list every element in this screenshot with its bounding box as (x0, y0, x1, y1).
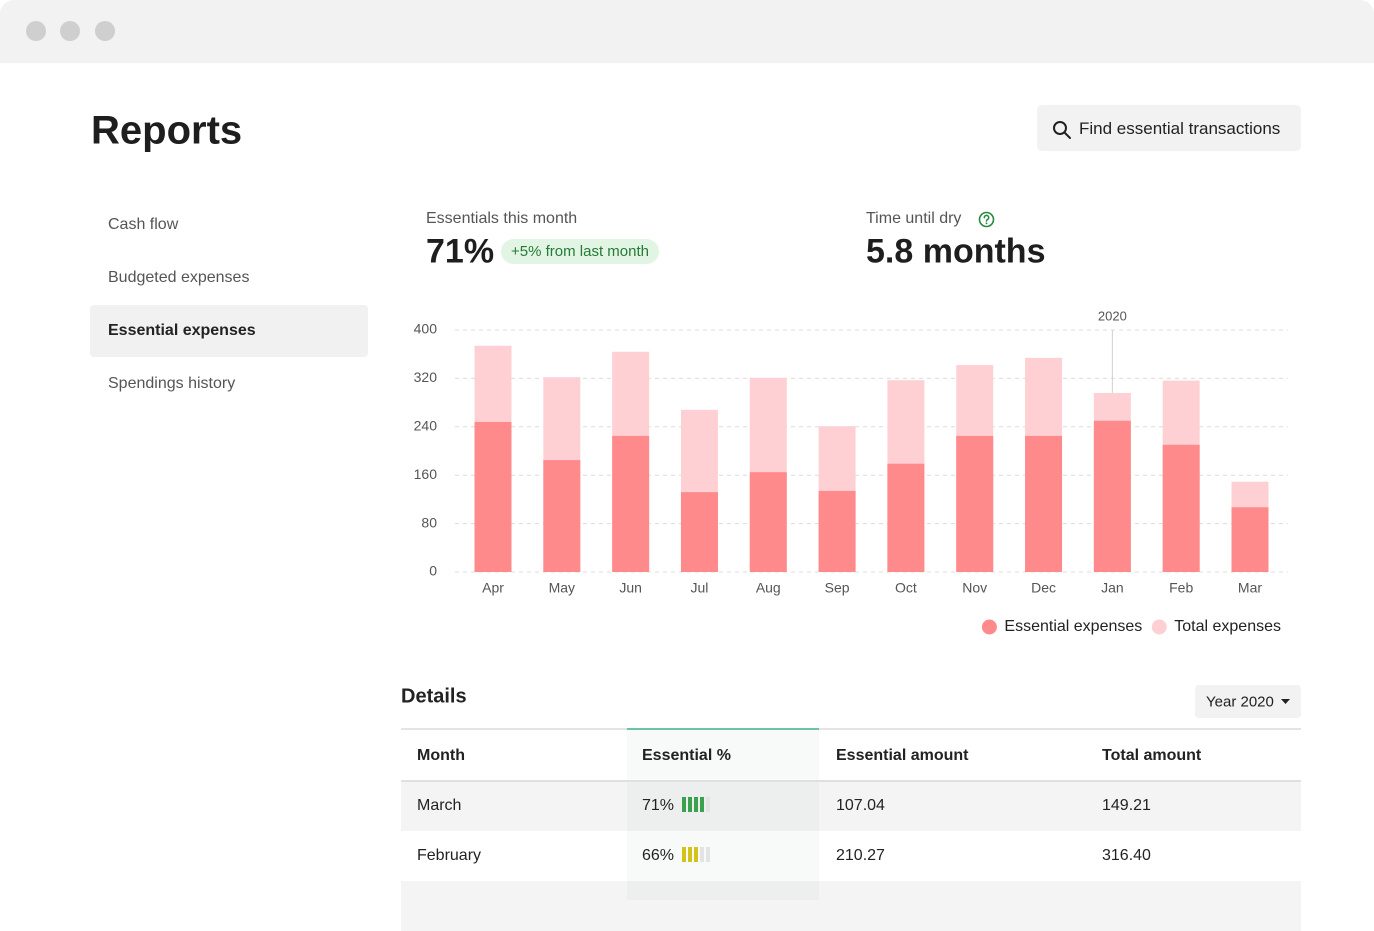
header-border (401, 780, 1301, 782)
column-header: Month (417, 747, 465, 764)
y-tick-label: 0 (429, 563, 437, 579)
bar (749, 472, 787, 572)
indicator-segment (688, 847, 693, 862)
table-cell: 316.40 (1102, 847, 1151, 865)
legend-swatch (981, 619, 997, 635)
search-icon (1053, 121, 1071, 139)
window-minimize[interactable] (60, 21, 80, 41)
indicator-segment (700, 847, 705, 862)
cell-text: 107.04 (836, 797, 885, 814)
column-header: Essential % (642, 747, 731, 764)
stat-label: Time until dry (866, 210, 962, 227)
stat-label: Essentials this month (426, 210, 578, 227)
x-tick-label: May (549, 580, 575, 596)
percent-indicator (682, 797, 711, 812)
indicator-segment (688, 797, 693, 812)
bar (680, 492, 718, 572)
bar (1162, 444, 1200, 572)
column-header: Essential amount (836, 747, 969, 764)
page-title: Reports (91, 108, 243, 153)
find-button-label: Find essential transactions (1079, 119, 1281, 138)
x-tick-label: Nov (962, 580, 987, 596)
annotation: 2020 (1098, 308, 1127, 323)
bar (543, 460, 581, 572)
x-tick-label: Apr (482, 580, 504, 596)
x-tick-label: Jul (691, 580, 709, 596)
cell-text: 210.27 (836, 847, 885, 864)
cell-text: March (417, 797, 462, 814)
indicator-segment (682, 847, 687, 862)
percent-indicator (682, 847, 711, 862)
nav-active-bg (90, 305, 368, 357)
nav-item[interactable]: Budgeted expenses (108, 269, 250, 286)
year-filter-label: Year 2020 (1206, 693, 1274, 711)
cell-text: 316.40 (1102, 847, 1151, 864)
change-badge: +5% from last month (501, 239, 659, 264)
bar (1025, 435, 1063, 572)
x-tick-label: Aug (756, 580, 781, 596)
table-cell: 71% (642, 797, 711, 815)
bar (1093, 420, 1131, 572)
table-cell: 149.21 (1102, 797, 1151, 815)
legend-label: Total expenses (1174, 618, 1281, 635)
stat-value: 5.8 months (866, 232, 1046, 271)
bar (887, 463, 925, 572)
x-tick-label: Sep (825, 580, 850, 596)
bar (474, 421, 512, 572)
table-cell: 66% (642, 847, 711, 865)
window-close[interactable] (26, 21, 46, 41)
row-stripe (401, 781, 1301, 831)
x-tick-label: Jan (1101, 580, 1124, 596)
indicator-segment (706, 797, 711, 812)
indicator-segment (700, 797, 705, 812)
nav-item[interactable]: Cash flow (108, 216, 179, 233)
indicator-segment (706, 847, 711, 862)
details-title: Details (401, 685, 467, 708)
row-stripe (401, 881, 1301, 931)
table-cell: March (417, 797, 461, 815)
bar (956, 435, 994, 572)
cell-text: 66% (642, 847, 675, 864)
y-tick-label: 240 (414, 418, 438, 434)
indicator-segment (694, 847, 699, 862)
indicator-segment (694, 797, 699, 812)
table-cell: 107.04 (836, 797, 885, 815)
x-tick-label: Mar (1238, 580, 1262, 596)
legend-swatch (1151, 619, 1167, 635)
y-tick-label: 400 (414, 321, 438, 337)
table-cell: February (417, 847, 481, 865)
cell-text: 71% (642, 797, 675, 814)
bar (612, 435, 650, 572)
indicator-segment (682, 797, 687, 812)
x-tick-label: Oct (895, 580, 917, 596)
window-zoom[interactable] (95, 21, 115, 41)
find-button[interactable] (1037, 105, 1301, 151)
y-tick-label: 320 (414, 369, 438, 385)
table-top-border (401, 728, 1301, 730)
y-tick-label: 80 (421, 514, 437, 530)
table-cell: 210.27 (836, 847, 885, 865)
column-header: Total amount (1102, 747, 1202, 764)
nav-item[interactable]: Spendings history (108, 375, 236, 392)
x-tick-label: Dec (1031, 580, 1056, 596)
chart: 0 80 160 240 320 400 2020 Apr May Jun Jul Aug Sep Oct… (414, 308, 1288, 635)
stat-value: 71% (426, 232, 495, 271)
column-highlight-border (627, 728, 819, 730)
caret-icon (1281, 699, 1290, 704)
cell-text: February (417, 847, 482, 864)
bar (1231, 507, 1269, 572)
bar (818, 490, 856, 572)
x-tick-label: Feb (1169, 580, 1193, 596)
cell-text: 149.21 (1102, 797, 1151, 814)
legend-label: Essential expenses (1004, 618, 1142, 635)
x-tick-label: Jun (619, 580, 642, 596)
y-tick-label: 160 (414, 466, 438, 482)
nav-item[interactable]: Essential expenses (108, 322, 256, 339)
help-icon[interactable] (978, 211, 995, 228)
window-titlebar (0, 0, 1374, 63)
